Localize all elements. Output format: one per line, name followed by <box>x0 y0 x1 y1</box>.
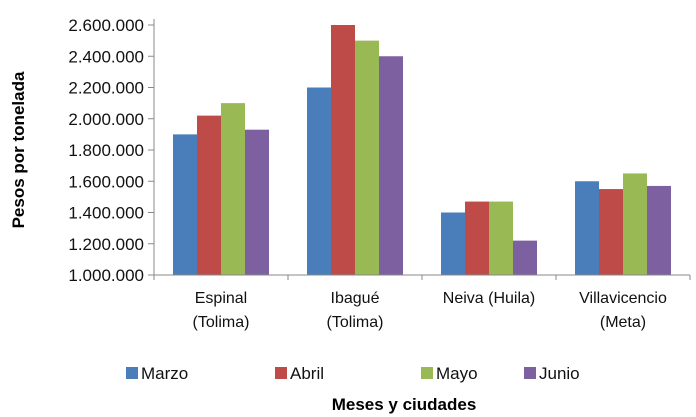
x-axis: Espinal (Tolima) Ibagué (Tolima) Neiva (Huil… <box>153 274 691 331</box>
bar <box>197 115 221 275</box>
y-tick-label: 1.200.000 <box>68 235 144 254</box>
y-tick-label: 2.000.000 <box>68 110 144 129</box>
bar <box>623 173 647 275</box>
x-category-label: Ibagué (Tolima) <box>327 290 384 331</box>
y-tick-label: 2.600.000 <box>68 16 144 35</box>
y-tick-label: 2.400.000 <box>68 47 144 66</box>
legend-item: Abril <box>275 364 324 383</box>
y-tick-label: 2.200.000 <box>68 79 144 98</box>
bar <box>465 201 489 275</box>
bar <box>355 40 379 275</box>
legend-item: Mayo <box>421 364 478 383</box>
bar <box>379 56 403 275</box>
legend-swatch <box>275 367 287 379</box>
y-tick-label: 1.000.000 <box>68 266 144 285</box>
legend-label: Abril <box>290 364 324 383</box>
bar <box>245 129 269 275</box>
legend-swatch <box>421 367 433 379</box>
legend-label: Junio <box>539 364 580 383</box>
x-category-label: Espinal (Tolima) <box>193 290 250 331</box>
x-axis-title: Meses y ciudades <box>332 395 477 414</box>
bars <box>173 25 671 275</box>
bar <box>307 87 331 275</box>
bar <box>173 134 197 275</box>
legend-item: Junio <box>524 364 580 383</box>
bar <box>489 201 513 275</box>
bar <box>441 212 465 275</box>
y-tick-label: 1.600.000 <box>68 172 144 191</box>
y-tick-label: 1.400.000 <box>68 204 144 223</box>
bar <box>331 25 355 275</box>
y-axis-title: Pesos por tonelada <box>9 71 28 228</box>
legend-swatch <box>524 367 536 379</box>
x-category-label: Villavicencio (Meta) <box>579 290 667 331</box>
legend-label: Mayo <box>436 364 478 383</box>
legend-swatch <box>126 367 138 379</box>
bar <box>647 185 671 275</box>
bar <box>513 240 537 275</box>
legend-label: Marzo <box>141 364 188 383</box>
y-tick-label: 1.800.000 <box>68 141 144 160</box>
x-category-label: Neiva (Huila) <box>443 290 535 307</box>
bar <box>599 189 623 275</box>
y-axis: 1.000.000 1.200.000 1.400.000 1.600.000 1.80… <box>68 16 155 285</box>
bar <box>575 181 599 275</box>
bar <box>221 103 245 275</box>
legend: Marzo Abril Mayo Junio <box>126 364 580 383</box>
legend-item: Marzo <box>126 364 188 383</box>
